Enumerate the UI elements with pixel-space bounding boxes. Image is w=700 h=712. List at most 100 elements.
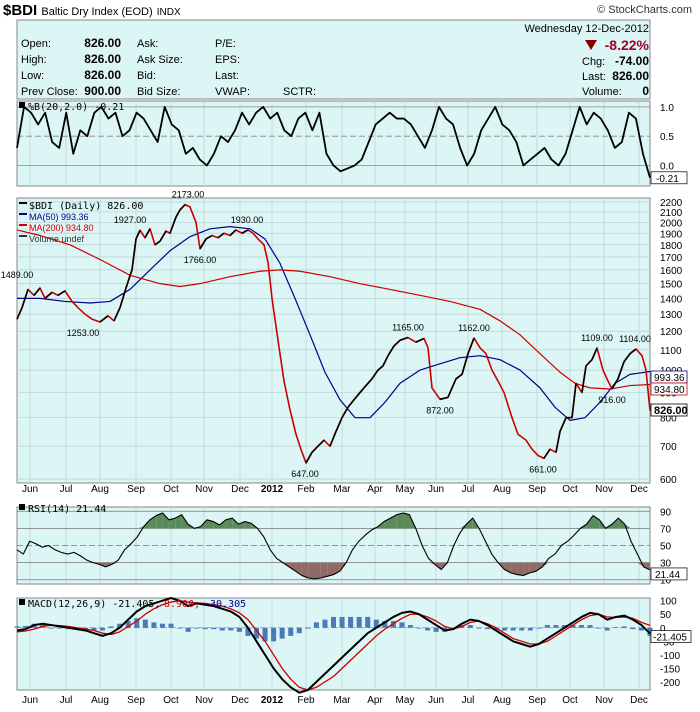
quote-label: Prev Close: bbox=[21, 86, 78, 98]
price-annotation: 1489.00 bbox=[1, 270, 34, 280]
x-tick-label: Feb bbox=[297, 695, 315, 706]
legend-swatch bbox=[19, 504, 25, 510]
ma200-line bbox=[16, 229, 651, 390]
rsi-oversold-fill bbox=[523, 562, 530, 576]
price-annotation: 647.00 bbox=[291, 469, 319, 479]
price-annotation: 1766.00 bbox=[184, 255, 217, 265]
macd-histogram-bar bbox=[476, 627, 482, 629]
price-up-segment bbox=[591, 347, 598, 361]
price-annotation: 1927.00 bbox=[114, 215, 147, 225]
exchange: INDX bbox=[156, 7, 181, 18]
macd-histogram-bar bbox=[219, 627, 225, 631]
price-annotation: 1165.00 bbox=[392, 323, 424, 333]
macd-histogram-bar bbox=[331, 616, 336, 628]
rsi-oversold-fill bbox=[517, 562, 524, 576]
rsi-overbought-fill bbox=[181, 514, 188, 529]
quote-value: 826.00 bbox=[84, 68, 121, 82]
price-up-segment bbox=[16, 307, 23, 320]
quote-label: VWAP: bbox=[215, 86, 250, 98]
y-tick-label: 70 bbox=[660, 524, 672, 535]
price-up-segment bbox=[99, 315, 109, 323]
rsi-overbought-fill bbox=[206, 519, 214, 529]
x-tick-label: Oct bbox=[163, 484, 179, 495]
x-tick-label: Jun bbox=[22, 484, 38, 495]
macd-histogram-bar bbox=[467, 625, 473, 628]
y-tick-label: -100 bbox=[660, 651, 680, 662]
symbol: $BDI bbox=[3, 2, 38, 19]
rsi-legend: RSI(14) 21.44 bbox=[28, 504, 106, 515]
quote-value: 826.00 bbox=[612, 69, 649, 83]
rsi-overbought-fill bbox=[162, 512, 169, 529]
x-tick-label: Nov bbox=[595, 695, 613, 706]
price-up-segment bbox=[571, 383, 577, 418]
macd-signal-line bbox=[16, 600, 651, 691]
x-tick-label: Apr bbox=[367, 484, 383, 495]
x-tick-label: Jul bbox=[462, 484, 475, 495]
x-tick-label: 2012 bbox=[261, 695, 284, 706]
percent-b-panel bbox=[16, 100, 651, 187]
rsi-oversold-fill bbox=[542, 562, 549, 567]
quote-value: 826.00 bbox=[84, 36, 121, 50]
y-tick-label: -150 bbox=[660, 664, 680, 675]
macd-histogram-bar bbox=[356, 616, 362, 628]
macd-histogram-bar bbox=[638, 627, 644, 631]
x-tick-label: Dec bbox=[231, 484, 249, 495]
price-up-segment bbox=[57, 290, 66, 297]
price-up-segment bbox=[611, 378, 619, 390]
x-tick-label: Oct bbox=[562, 484, 578, 495]
price-legend: Volume undef bbox=[29, 234, 85, 244]
price-up-segment bbox=[347, 399, 355, 408]
macd-histogram-bar bbox=[245, 627, 251, 636]
price-up-segment bbox=[377, 365, 384, 371]
price-up-segment bbox=[623, 353, 631, 363]
y-tick-label: 1300 bbox=[660, 310, 683, 321]
y-tick-label: 1500 bbox=[660, 280, 683, 291]
price-label-box bbox=[650, 382, 688, 396]
y-tick-label: 600 bbox=[660, 475, 677, 486]
legend-swatch bbox=[19, 202, 27, 204]
x-tick-label: Oct bbox=[562, 695, 578, 706]
percent-b-line bbox=[16, 105, 651, 179]
price-up-segment bbox=[581, 365, 587, 393]
macd-histogram-bar bbox=[48, 627, 54, 629]
macd-histogram-bar bbox=[510, 627, 516, 631]
macd-histogram-bar bbox=[288, 627, 294, 636]
rsi-overbought-fill bbox=[225, 518, 233, 529]
y-tick-label: 800 bbox=[660, 414, 677, 425]
macd-histogram-bar bbox=[382, 621, 388, 628]
price-up-segment bbox=[144, 228, 151, 239]
price-annotation: 1253.00 bbox=[67, 328, 100, 338]
quote-label: Bid Size: bbox=[137, 86, 180, 98]
quote-label: Bid: bbox=[137, 70, 156, 82]
y-tick-label: 90 bbox=[660, 507, 672, 518]
macd-legend: 8.900, bbox=[164, 599, 200, 610]
x-tick-label: Aug bbox=[91, 484, 109, 495]
macd-histogram-bar bbox=[433, 627, 439, 632]
price-legend: MA(200) 934.80 bbox=[29, 223, 94, 233]
price-up-segment bbox=[341, 406, 349, 419]
y-tick-label: 2000 bbox=[660, 218, 683, 229]
rsi-overbought-fill bbox=[232, 518, 239, 529]
price-up-segment bbox=[159, 230, 167, 242]
price-up-segment bbox=[617, 361, 625, 380]
macd-histogram-bar bbox=[621, 626, 627, 628]
price-up-segment bbox=[229, 229, 237, 237]
x-tick-label: Jun bbox=[428, 695, 444, 706]
macd-histogram-bar bbox=[613, 627, 619, 629]
macd-histogram-bar bbox=[365, 616, 371, 628]
macd-histogram-bar bbox=[484, 627, 490, 630]
rsi-overbought-fill bbox=[618, 518, 625, 529]
x-tick-label: Sep bbox=[127, 484, 145, 495]
quote-label: Last: bbox=[582, 71, 606, 83]
legend-swatch bbox=[19, 599, 25, 605]
x-tick-label: Sep bbox=[127, 695, 145, 706]
macd-legend: MACD(12,26,9) -21.405, bbox=[28, 599, 160, 610]
macd-histogram-bar bbox=[630, 627, 636, 630]
rsi-oversold-fill bbox=[320, 562, 328, 579]
x-tick-label: Jun bbox=[428, 484, 444, 495]
macd-histogram-bar bbox=[254, 627, 260, 639]
rsi-oversold-fill bbox=[510, 562, 518, 575]
macd-histogram-bar bbox=[159, 623, 165, 628]
y-tick-label: 1900 bbox=[660, 229, 683, 240]
price-up-segment bbox=[135, 229, 141, 240]
